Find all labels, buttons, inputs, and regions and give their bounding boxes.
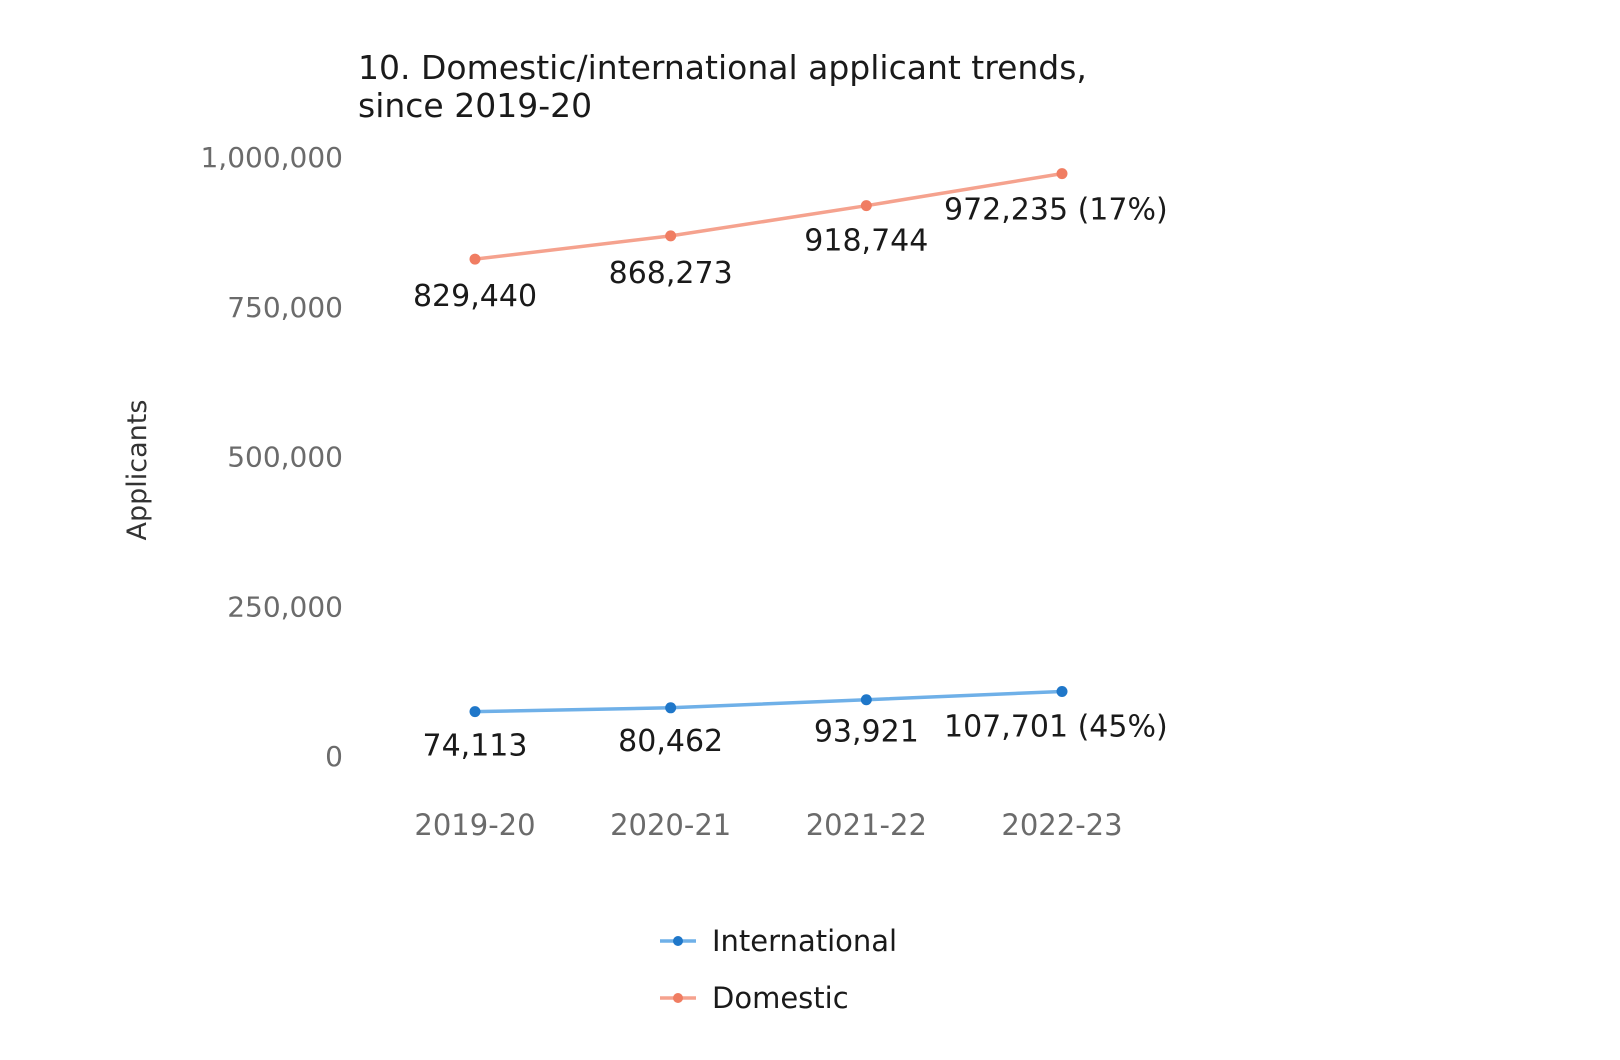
series-international: 74,113 80,462 93,921 107,701 (45%) xyxy=(423,685,1168,764)
data-label: 74,113 xyxy=(423,729,528,764)
y-tick-label: 250,000 xyxy=(227,590,343,623)
data-label: 93,921 xyxy=(814,715,919,750)
y-tick-label: 0 xyxy=(325,740,343,773)
x-axis-ticks: 2019-20 2020-21 2021-22 2022-23 xyxy=(414,808,1122,842)
series-line-international xyxy=(473,689,1064,714)
y-axis-label: Applicants xyxy=(122,400,153,541)
data-point xyxy=(1056,168,1068,180)
data-point xyxy=(860,694,872,706)
data-label: 80,462 xyxy=(618,724,723,759)
x-tick-label: 2021-22 xyxy=(806,808,927,842)
x-tick-label: 2022-23 xyxy=(1001,808,1122,842)
legend-marker xyxy=(673,993,683,1003)
data-point xyxy=(665,702,677,714)
legend-label: Domestic xyxy=(712,981,849,1015)
legend-marker xyxy=(673,936,683,946)
data-label: 829,440 xyxy=(413,279,537,314)
y-tick-label: 500,000 xyxy=(227,441,343,474)
series-layer: 74,113 80,462 93,921 107,701 (45%) 829,440 86… xyxy=(413,168,1168,764)
x-tick-label: 2020-21 xyxy=(610,808,731,842)
data-label: 918,744 xyxy=(804,224,928,259)
x-tick-label: 2019-20 xyxy=(414,808,535,842)
legend: International Domestic xyxy=(660,924,897,1015)
data-label: 972,235 (17%) xyxy=(944,193,1168,228)
y-tick-label: 1,000,000 xyxy=(200,141,343,174)
data-point xyxy=(469,706,481,718)
chart-title-line-2: since 2019-20 xyxy=(358,86,592,125)
series-domestic: 829,440 868,273 918,744 972,235 (17%) xyxy=(413,168,1168,314)
data-point xyxy=(860,200,872,212)
y-tick-label: 750,000 xyxy=(227,291,343,324)
data-point xyxy=(469,253,481,265)
series-line-domestic xyxy=(473,171,1064,261)
legend-label: International xyxy=(712,924,897,958)
data-point xyxy=(665,230,677,242)
data-label: 868,273 xyxy=(609,256,733,291)
chart-title-line-1: 10. Domestic/international applicant tre… xyxy=(358,48,1087,87)
y-axis-ticks: 0 250,000 500,000 750,000 1,000,000 xyxy=(200,141,343,773)
legend-item-domestic: Domestic xyxy=(660,981,849,1015)
data-label: 107,701 (45%) xyxy=(944,709,1168,744)
data-point xyxy=(1056,685,1068,697)
legend-item-international: International xyxy=(660,924,897,958)
